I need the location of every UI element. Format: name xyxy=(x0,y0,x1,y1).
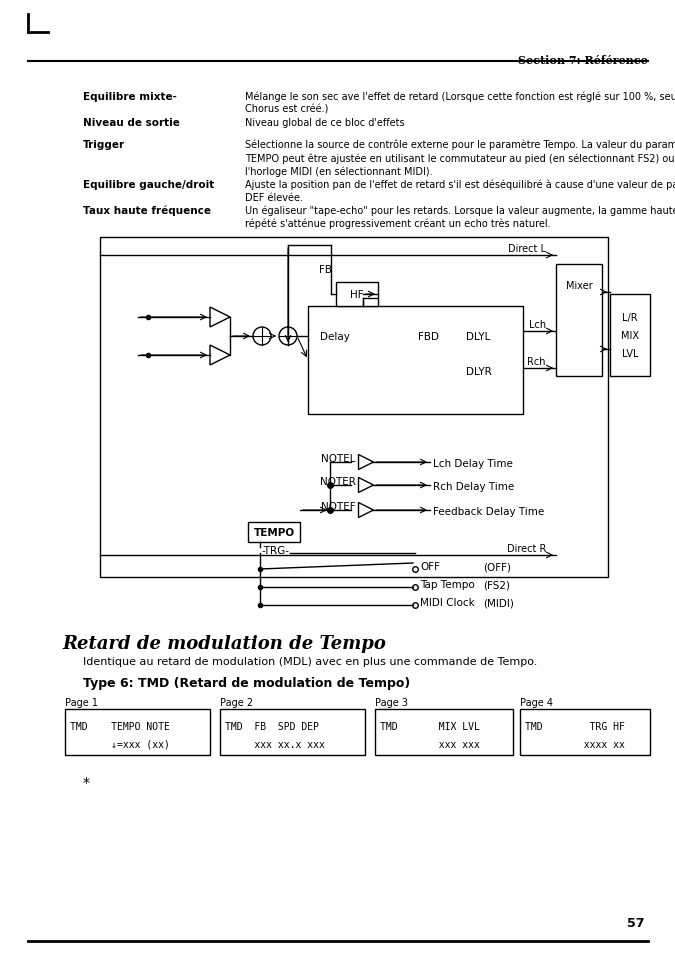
Text: TMD  FB  SPD DEP: TMD FB SPD DEP xyxy=(225,721,319,731)
Text: Retard de modulation de Tempo: Retard de modulation de Tempo xyxy=(62,635,386,652)
Text: Equilibre gauche/droit: Equilibre gauche/droit xyxy=(83,180,214,190)
Text: LVL: LVL xyxy=(622,349,639,358)
Text: xxx xx.x xxx: xxx xx.x xxx xyxy=(225,740,325,749)
Text: Mélange le son sec ave l'effet de retard (Lorsque cette fonction est réglé sur 1: Mélange le son sec ave l'effet de retard… xyxy=(245,91,675,114)
Text: DLYL: DLYL xyxy=(466,332,490,341)
Bar xyxy=(556,265,602,376)
Text: OFF: OFF xyxy=(420,561,440,572)
Text: 57: 57 xyxy=(628,916,645,929)
Bar xyxy=(248,522,300,542)
Text: Sélectionne la source de contrôle externe pour le paramètre Tempo. La valeur du : Sélectionne la source de contrôle extern… xyxy=(245,140,675,176)
Text: FBD: FBD xyxy=(418,332,439,341)
Text: MIDI Clock: MIDI Clock xyxy=(420,598,475,607)
Bar xyxy=(610,294,650,376)
Text: Feedback Delay Time: Feedback Delay Time xyxy=(433,506,544,517)
Text: Niveau global de ce bloc d'effets: Niveau global de ce bloc d'effets xyxy=(245,118,404,128)
Text: Page 3: Page 3 xyxy=(375,698,408,707)
Text: NOTEF: NOTEF xyxy=(321,501,356,512)
Text: Direct L: Direct L xyxy=(508,244,546,253)
Text: Trigger: Trigger xyxy=(83,140,125,150)
Text: Equilibre mixte-: Equilibre mixte- xyxy=(83,91,177,102)
Text: Lch Delay Time: Lch Delay Time xyxy=(433,458,513,469)
Text: Type 6: TMD (Retard de modulation de Tempo): Type 6: TMD (Retard de modulation de Tem… xyxy=(83,677,410,689)
Text: TMD        TRG HF: TMD TRG HF xyxy=(525,721,625,731)
Text: Tap Tempo: Tap Tempo xyxy=(420,579,475,589)
Text: Niveau de sortie: Niveau de sortie xyxy=(83,118,180,128)
Text: MIX: MIX xyxy=(621,331,639,340)
Text: Direct R: Direct R xyxy=(507,543,546,554)
Bar xyxy=(308,307,523,415)
Text: (MIDI): (MIDI) xyxy=(483,598,514,607)
Text: HF: HF xyxy=(350,290,364,299)
Text: Section 7: Référence: Section 7: Référence xyxy=(518,55,648,66)
Text: FB: FB xyxy=(319,265,332,274)
Text: TMD       MIX LVL: TMD MIX LVL xyxy=(380,721,480,731)
Text: *: * xyxy=(83,775,90,789)
Text: TMD    TEMPO NOTE: TMD TEMPO NOTE xyxy=(70,721,170,731)
Text: NOTEL: NOTEL xyxy=(321,454,356,463)
Bar xyxy=(375,709,513,755)
Text: (OFF): (OFF) xyxy=(483,561,511,572)
Text: xxxx xx: xxxx xx xyxy=(525,740,625,749)
Text: NOTER: NOTER xyxy=(320,476,356,486)
Text: Page 4: Page 4 xyxy=(520,698,553,707)
Bar xyxy=(336,283,378,307)
Text: Ajuste la position pan de l'effet de retard s'il est déséquilibré à cause d'une : Ajuste la position pan de l'effet de ret… xyxy=(245,180,675,203)
Text: Taux haute fréquence: Taux haute fréquence xyxy=(83,205,211,215)
Bar xyxy=(220,709,365,755)
Text: DLYR: DLYR xyxy=(466,367,492,376)
Text: Rch: Rch xyxy=(527,356,546,367)
Text: Page 2: Page 2 xyxy=(220,698,253,707)
Text: (FS2): (FS2) xyxy=(483,579,510,589)
Text: L/R: L/R xyxy=(622,313,638,323)
Bar xyxy=(100,237,608,578)
Text: -TRG-: -TRG- xyxy=(262,545,290,556)
Text: TEMPO: TEMPO xyxy=(253,527,294,537)
Text: Un égaliseur "tape-echo" pour les retards. Lorsque la valeur augmente, la gamme : Un égaliseur "tape-echo" pour les retard… xyxy=(245,205,675,229)
Bar xyxy=(65,709,210,755)
Text: Delay: Delay xyxy=(320,332,350,341)
Text: Lch: Lch xyxy=(529,319,546,330)
Text: xxx xxx: xxx xxx xyxy=(380,740,480,749)
Bar xyxy=(520,709,650,755)
Text: Identique au retard de modulation (MDL) avec en plus une commande de Tempo.: Identique au retard de modulation (MDL) … xyxy=(83,657,537,666)
Text: Mixer: Mixer xyxy=(566,281,593,291)
Text: Page 1: Page 1 xyxy=(65,698,98,707)
Text: ↓=xxx (xx): ↓=xxx (xx) xyxy=(70,740,170,749)
Text: Rch Delay Time: Rch Delay Time xyxy=(433,481,514,492)
